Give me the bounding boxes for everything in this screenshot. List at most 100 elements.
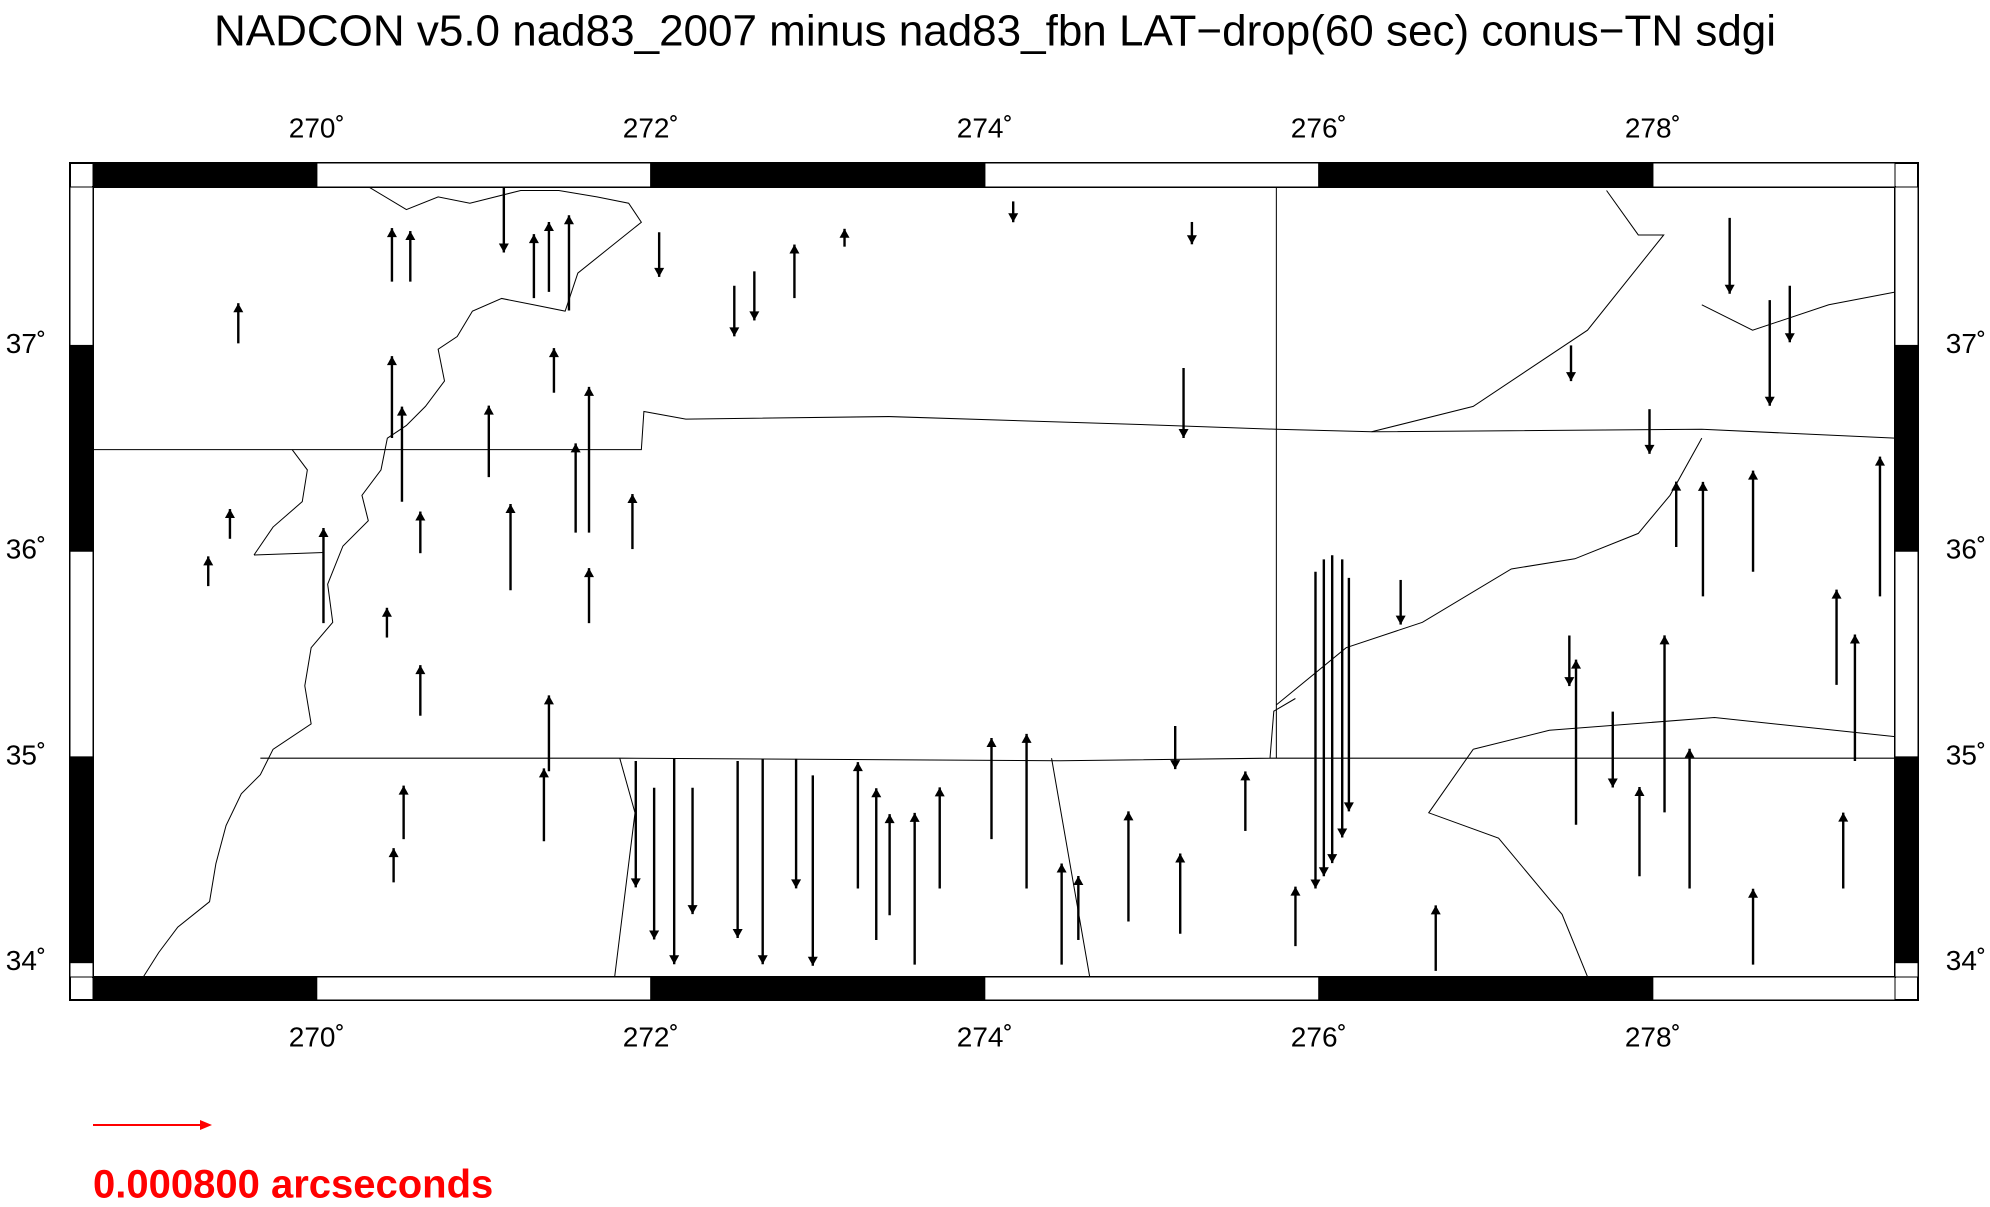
arrow-head	[749, 311, 760, 321]
arrow-head	[1290, 886, 1301, 896]
arrow-head	[398, 785, 409, 795]
displacement-arrow	[789, 244, 800, 299]
arrow-head	[203, 556, 214, 566]
arrow-head	[1849, 634, 1860, 644]
arrow-head	[543, 695, 554, 705]
displacement-arrow	[505, 503, 516, 591]
state-border	[253, 449, 324, 556]
arrow-head	[386, 356, 397, 366]
displacement-arrow	[543, 695, 554, 772]
y-tick-label: 35˚	[1946, 739, 1986, 770]
displacement-arrow	[1634, 786, 1645, 877]
arrow-head	[1073, 876, 1084, 886]
displacement-arrow	[1564, 635, 1575, 687]
state-border	[1371, 190, 1665, 433]
state-border	[1427, 717, 1895, 977]
displacement-arrow	[584, 568, 595, 624]
displacement-arrow	[1684, 748, 1695, 889]
arrow-head	[1764, 396, 1775, 406]
arrow-head	[729, 327, 740, 337]
displacement-arrow	[1008, 201, 1019, 223]
displacement-arrow	[871, 788, 882, 940]
displacement-arrow	[548, 348, 559, 393]
frame-band	[92, 162, 318, 188]
x-tick-label: 270˚	[289, 1021, 345, 1052]
displacement-arrow	[1178, 368, 1189, 438]
arrow-head	[483, 405, 494, 415]
displacement-arrow	[1310, 571, 1321, 889]
displacement-arrow	[1566, 345, 1577, 382]
x-tick-label: 270˚	[289, 112, 345, 143]
displacement-arrow	[386, 356, 397, 438]
displacement-arrow	[1671, 481, 1682, 548]
arrow-head	[1240, 771, 1251, 781]
displacement-arrow	[627, 494, 638, 550]
x-tick-label: 278˚	[1625, 112, 1681, 143]
borders	[92, 186, 1895, 977]
arrow-head	[1659, 635, 1670, 645]
arrow-head	[318, 527, 329, 537]
arrow-head	[388, 848, 399, 858]
displacement-arrow	[1395, 579, 1406, 625]
displacement-arrow	[1607, 711, 1618, 788]
arrow-head	[852, 762, 863, 772]
frame-band	[984, 976, 1320, 1001]
arrow-head	[1186, 235, 1197, 245]
displacement-arrow	[852, 762, 863, 889]
x-tick-label: 274˚	[957, 1021, 1013, 1052]
arrow-head	[1123, 811, 1134, 821]
arrow-head	[224, 509, 235, 519]
displacement-arrow	[1123, 811, 1134, 922]
arrow-head	[563, 215, 574, 225]
displacement-arrow	[415, 665, 426, 716]
displacement-arrow	[1748, 470, 1759, 572]
displacement-arrow	[732, 760, 743, 938]
arrow-head	[386, 228, 397, 238]
arrow-head	[233, 303, 244, 313]
displacement-arrow	[538, 768, 549, 842]
displacement-arrow	[1343, 577, 1354, 812]
arrow-head	[415, 665, 426, 675]
state-border	[260, 698, 1895, 762]
arrow-head	[1170, 760, 1181, 770]
arrow-head	[1178, 428, 1189, 438]
arrow-head	[1874, 456, 1885, 466]
displacement-arrow	[1784, 285, 1795, 343]
displacement-arrow	[1021, 733, 1032, 889]
frame-band	[69, 186, 94, 346]
displacement-arrow	[1056, 863, 1067, 965]
frame-band	[1652, 976, 1896, 1001]
displacement-arrow	[1175, 853, 1186, 934]
frame-band	[69, 756, 94, 964]
arrow-head	[627, 494, 638, 504]
frame-band	[1652, 162, 1896, 188]
arrow-head	[1175, 853, 1186, 863]
displacement-arrow	[381, 607, 392, 638]
displacement-arrow	[318, 527, 329, 624]
y-tick-label: 36˚	[6, 534, 46, 565]
arrow-head	[543, 222, 554, 232]
displacement-arrow	[224, 509, 235, 539]
frame-band	[1318, 162, 1654, 188]
displacement-arrow	[398, 785, 409, 840]
arrow-head	[505, 503, 516, 513]
arrow-head	[1634, 786, 1645, 796]
outer-frame	[69, 162, 1919, 1001]
displacement-arrow	[528, 234, 539, 299]
arrow-head	[1748, 470, 1759, 480]
arrow-head	[807, 956, 818, 966]
displacement-arrow	[649, 787, 660, 940]
state-border	[92, 410, 1895, 451]
arrow-head	[791, 879, 802, 889]
arrow-head	[1644, 444, 1655, 454]
displacement-arrow	[884, 814, 895, 916]
arrow-head	[1430, 905, 1441, 915]
y-tick-label: 34˚	[1946, 945, 1986, 976]
arrow-head	[1337, 828, 1348, 838]
y-tick-label: 36˚	[1946, 534, 1986, 565]
arrow-head	[1724, 284, 1735, 294]
x-tick-label: 272˚	[623, 112, 679, 143]
frame-band	[316, 976, 652, 1001]
arrow-head	[1684, 748, 1695, 758]
arrow-head	[1571, 659, 1582, 669]
